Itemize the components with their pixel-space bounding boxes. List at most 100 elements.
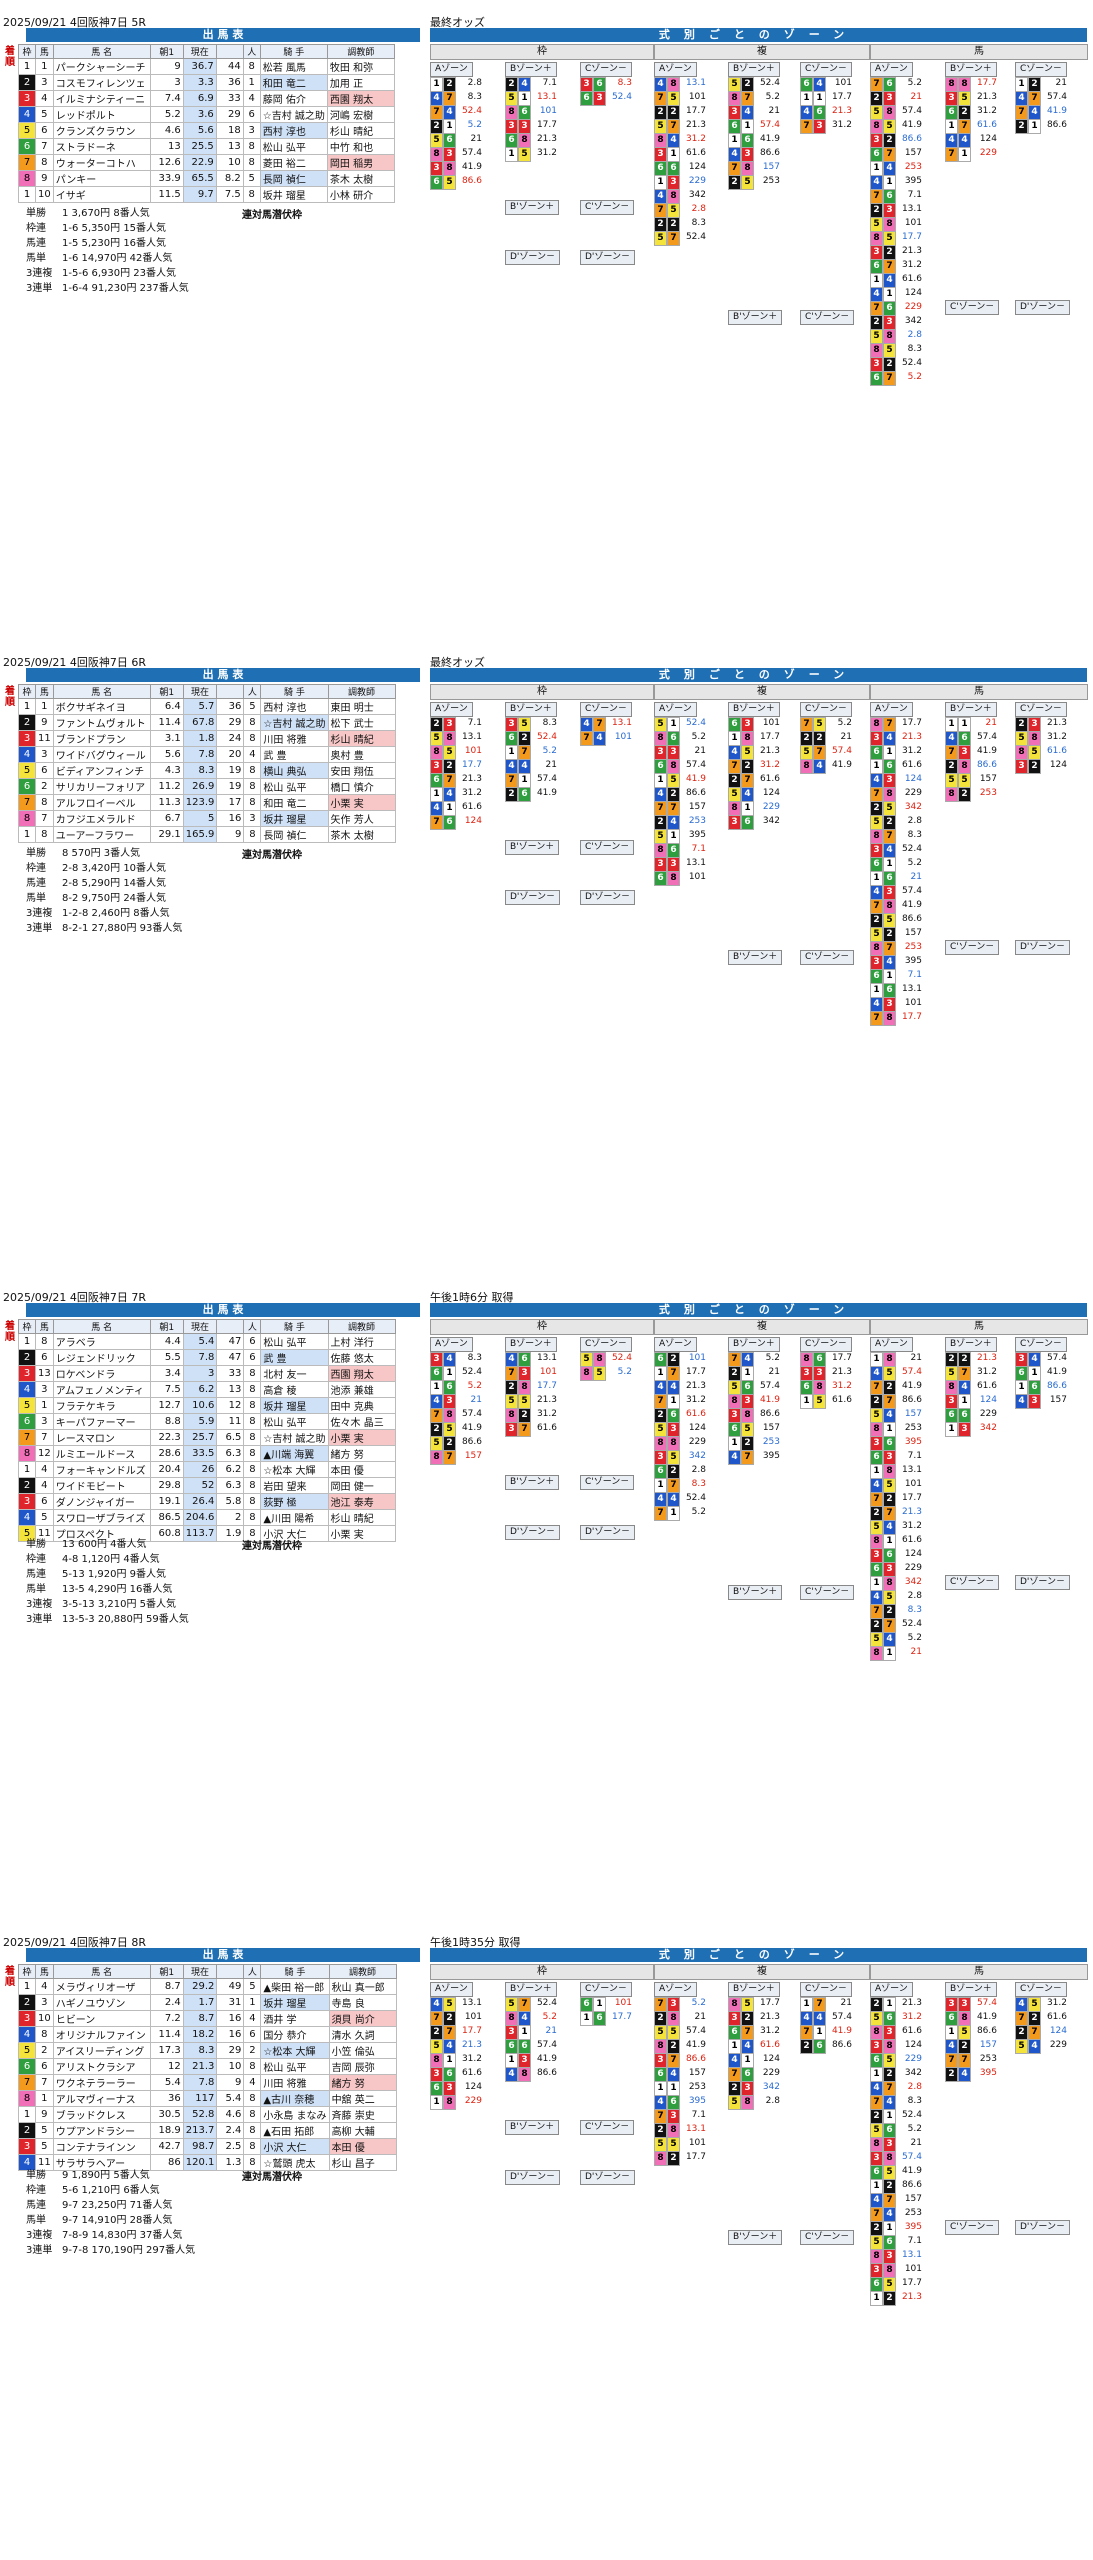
pair-row[interactable]: 4 8 13.1	[654, 77, 706, 92]
pair-row[interactable]: 6 4 157	[654, 2067, 706, 2082]
pair-row[interactable]: 3 7 61.6	[505, 1422, 557, 1437]
pair-row[interactable]: 3 1 124	[945, 1394, 997, 1409]
pair-row[interactable]: 4 3 21	[430, 1394, 482, 1409]
pair-row[interactable]: 2 4 395	[945, 2067, 997, 2082]
horse-row[interactable]: 8 1 アルマヴィーナス 36 117 5.4 8 ▲古川 奈穂 中舘 英二	[18, 2090, 397, 2107]
pair-row[interactable]: 7 1 31.2	[654, 1394, 706, 1409]
pair-row[interactable]: 6 8 41.9	[945, 2011, 997, 2026]
pair-row[interactable]: 5 4 5.2	[870, 1632, 922, 1647]
pair-row[interactable]: 1 6 86.6	[1015, 1380, 1067, 1395]
pair-row[interactable]: 6 3 229	[870, 1562, 922, 1577]
pair-row[interactable]: 2 8 17.7	[505, 1380, 557, 1395]
horse-row[interactable]: 4 8 オリジナルファイン 11.4 18.2 16 6 国分 恭介 清水 久詞	[18, 2026, 397, 2043]
pair-row[interactable]: 7 7 157	[654, 801, 706, 816]
pair-row[interactable]: 3 4 21	[728, 105, 780, 120]
pair-row[interactable]: 3 8 57.4	[870, 2151, 922, 2166]
pair-row[interactable]: 4 7 8.3	[430, 91, 482, 106]
pair-row[interactable]: 2 3 13.1	[870, 203, 922, 218]
pair-row[interactable]: 3 1 21	[505, 2025, 557, 2040]
pair-row[interactable]: 4 3 101	[870, 997, 922, 1012]
pair-row[interactable]: 1 7 61.6	[945, 119, 997, 134]
pair-row[interactable]: 7 6 124	[430, 815, 482, 830]
pair-row[interactable]: 6 7 21.3	[430, 773, 482, 788]
pair-row[interactable]: 1 7 8.3	[654, 1478, 706, 1493]
pair-row[interactable]: 1 6 21	[870, 871, 922, 886]
horse-row[interactable]: 4 3 ワイドバグウィール 5.6 7.8 20 4 武 豊奥村 豊	[18, 746, 396, 763]
pair-row[interactable]: 4 4 57.4	[800, 2011, 852, 2026]
horse-row[interactable]: 3 4 イルミナシティーニ 7.4 6.9 33 4 藤岡 佑介 西園 翔太	[18, 90, 395, 107]
horse-row[interactable]: 2 3 ハギノユウゾン 2.4 1.7 31 1 坂井 瑠星 寺島 良	[18, 1994, 397, 2011]
pair-row[interactable]: 6 1 5.2	[870, 857, 922, 872]
pair-row[interactable]: 2 8 21	[654, 2011, 706, 2026]
pair-row[interactable]: 4 1 61.6	[430, 801, 482, 816]
pair-row[interactable]: 3 2 21.3	[870, 245, 922, 260]
pair-row[interactable]: 3 5 8.3	[505, 717, 557, 732]
pair-row[interactable]: 2 8 13.1	[654, 2123, 706, 2138]
pair-row[interactable]: 2 5 41.9	[430, 1422, 482, 1437]
pair-row[interactable]: 7 8 41.9	[870, 899, 922, 914]
pair-row[interactable]: 4 5 2.8	[870, 1590, 922, 1605]
pair-row[interactable]: 2 1 5.2	[430, 119, 482, 134]
horse-row[interactable]: 6 6 アリストクラシア 12 21.3 10 8 松山 弘平 吉岡 辰弥	[18, 2058, 397, 2075]
pair-row[interactable]: 5 2 86.6	[430, 1436, 482, 1451]
pair-row[interactable]: 1 4 31.2	[430, 787, 482, 802]
pair-row[interactable]: 7 5 5.2	[800, 717, 852, 732]
pair-row[interactable]: 2 6 61.6	[654, 1408, 706, 1423]
horse-row[interactable]: 4 3 アムフェノメンティ 7.5 6.2 13 8 高倉 稜池添 兼雄	[18, 1381, 396, 1398]
horse-row[interactable]: 2 9 ファントムヴォルト 11.4 67.8 29 8 ☆吉村 誠之助 松下 武士	[18, 714, 396, 731]
pair-row[interactable]: 2 3 342	[728, 2081, 780, 2096]
horse-row[interactable]: 1 4 フォーキャンドルズ 20.4 26 6.2 8 ☆松本 大輝 本田 優	[18, 1461, 396, 1478]
pair-row[interactable]: 5 6 5.2	[870, 2123, 922, 2138]
horse-row[interactable]: 5 1 フラテケキラ 12.7 10.6 12 8 坂井 瑠星 田中 克典	[18, 1397, 396, 1414]
pair-row[interactable]: 1 3 41.9	[505, 2053, 557, 2068]
pair-row[interactable]: 5 2 2.8	[870, 815, 922, 830]
pair-row[interactable]: 8 6 7.1	[654, 843, 706, 858]
pair-row[interactable]: 2 4 7.1	[505, 77, 557, 92]
pair-row[interactable]: 2 1 52.4	[870, 2109, 922, 2124]
pair-row[interactable]: 1 8 342	[870, 1576, 922, 1591]
pair-row[interactable]: 2 7 21.3	[870, 1506, 922, 1521]
pair-row[interactable]: 5 1 13.1	[505, 91, 557, 106]
pair-row[interactable]: 6 1 7.1	[870, 969, 922, 984]
pair-row[interactable]: 3 8 101	[870, 2263, 922, 2278]
pair-row[interactable]: 8 3 57.4	[430, 147, 482, 162]
pair-row[interactable]: 7 2 101	[430, 2011, 482, 2026]
pair-row[interactable]: 6 4 101	[800, 77, 852, 92]
pair-row[interactable]: 2 3 21.3	[1015, 717, 1067, 732]
pair-row[interactable]: 6 8 57.4	[654, 759, 706, 774]
pair-row[interactable]: 4 7 13.1	[580, 717, 632, 732]
horse-row[interactable]: 2 5 ウプアンドラシー 18.9 213.7 2.4 8 ▲石田 拓郎 高柳 大輔	[18, 2122, 397, 2139]
pair-row[interactable]: 3 5 342	[654, 1450, 706, 1465]
pair-row[interactable]: 6 2 31.2	[945, 105, 997, 120]
horse-row[interactable]: 2 6 レジェンドリック 5.5 7.8 47 6 武 豊佐藤 悠太	[18, 1349, 396, 1366]
horse-row[interactable]: 1 1 ボクサギネイヨ 6.4 5.7 36 5 西村 淳也 東田 明士	[18, 698, 396, 715]
pair-row[interactable]: 5 4 229	[1015, 2039, 1067, 2054]
pair-row[interactable]: 3 4 8.3	[430, 1352, 482, 1367]
pair-row[interactable]: 1 1 253	[654, 2081, 706, 2096]
pair-row[interactable]: 2 3 342	[870, 315, 922, 330]
horse-row[interactable]: 1 9 ブラッドクレス 30.5 52.8 4.6 8 小永島 まなみ 斉藤 崇史	[18, 2106, 397, 2123]
pair-row[interactable]: 5 7 52.4	[505, 1997, 557, 2012]
pair-row[interactable]: 2 5 86.6	[870, 913, 922, 928]
pair-row[interactable]: 2 1 21.3	[870, 1997, 922, 2012]
pair-row[interactable]: 4 5 101	[870, 1478, 922, 1493]
pair-row[interactable]: 6 2 101	[654, 1352, 706, 1367]
pair-row[interactable]: 2 3 21	[870, 91, 922, 106]
pair-row[interactable]: 6 7 31.2	[728, 2025, 780, 2040]
horse-row[interactable]: 5 6 ビディアンフィンチ 4.3 8.3 19 8 横山 典弘 安田 翔伍	[18, 762, 396, 779]
pair-row[interactable]: 5 8 31.2	[1015, 731, 1067, 746]
horse-row[interactable]: 6 3 キーパファーマー 8.8 5.9 11 8 松山 弘平 佐々木 晶三	[18, 1413, 396, 1430]
pair-row[interactable]: 8 1 253	[870, 1422, 922, 1437]
pair-row[interactable]: 4 1 395	[870, 175, 922, 190]
pair-row[interactable]: 1 8 13.1	[870, 1464, 922, 1479]
pair-row[interactable]: 6 1 41.9	[1015, 1366, 1067, 1381]
pair-row[interactable]: 8 3 61.6	[870, 2025, 922, 2040]
pair-row[interactable]: 2 1 21	[728, 1366, 780, 1381]
pair-row[interactable]: 3 5 21.3	[945, 91, 997, 106]
pair-row[interactable]: 4 3 57.4	[870, 885, 922, 900]
pair-row[interactable]: 8 5 17.7	[728, 1997, 780, 2012]
horse-row[interactable]: 4 5 スワローザブライズ 86.5 204.6 2 8 ▲川田 陽希 杉山 晴紀	[18, 1509, 396, 1526]
pair-row[interactable]: 8 4 41.9	[800, 759, 852, 774]
pair-row[interactable]: 8 7 17.7	[870, 717, 922, 732]
pair-row[interactable]: 5 6 31.2	[870, 2011, 922, 2026]
